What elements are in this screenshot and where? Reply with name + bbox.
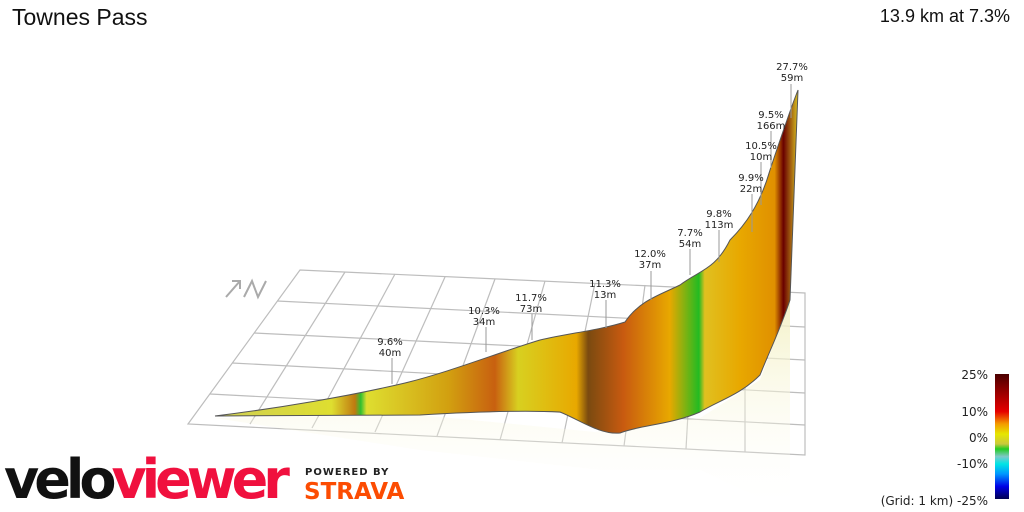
annotation-gradient: 11.7% (515, 293, 547, 304)
annotation-gradient: 9.8% (706, 209, 731, 220)
annotation-gradient: 9.9% (738, 173, 763, 184)
gradient-legend: 25% 10% 0% -10% (Grid: 1 km) -25% (881, 368, 1016, 512)
annotation-length: 10m (750, 152, 772, 163)
legend-tick-0: 0% (968, 431, 988, 445)
climb-summary: 13.9 km at 7.3% (879, 6, 1010, 26)
annotation-gradient: 27.7% (776, 62, 808, 73)
logo-velo: velo (4, 448, 116, 511)
annotation-length: 34m (473, 317, 495, 328)
profile-wall (214, 89, 799, 434)
annotation-gradient: 12.0% (634, 249, 666, 260)
profile-shadow (215, 300, 790, 512)
legend-tick-25: 25% (961, 368, 988, 382)
annotation-gradient: 11.3% (589, 279, 621, 290)
veloviewer-logo[interactable]: veloviewer (4, 448, 290, 511)
annotation-gradient: 9.6% (377, 337, 402, 348)
gradient-color-scale (995, 374, 1009, 499)
annotation-gradient: 9.5% (758, 110, 783, 121)
annotation-length: 13m (594, 290, 616, 301)
annotation-labels: 9.6% 40m 10.3% 34m 11.7% 73m 11.3% 13m 1… (377, 62, 808, 359)
legend-tick-10: 10% (961, 405, 988, 419)
annotation-length: 22m (740, 184, 762, 195)
legend-grid-note: (Grid: 1 km) -25% (880, 494, 988, 508)
annotation-length: 40m (379, 348, 401, 359)
annotation-gradient: 10.5% (745, 141, 777, 152)
logo-viewer: viewer (111, 448, 289, 511)
annotation-length: 113m (705, 220, 734, 231)
annotation-length: 166m (757, 121, 786, 132)
page-title: Townes Pass (12, 4, 148, 30)
annotation-length: 73m (520, 304, 542, 315)
annotation-length: 37m (639, 260, 661, 271)
annotation-gradient: 7.7% (677, 228, 702, 239)
annotation-gradient: 10.3% (468, 306, 500, 317)
strava-logo[interactable]: STRAVA (304, 479, 405, 505)
north-arrow-icon (225, 278, 267, 300)
annotation-length: 59m (781, 73, 803, 84)
powered-by-label: POWERED BY (305, 467, 390, 478)
annotation-leaders (391, 84, 792, 384)
legend-tick-minus10: -10% (956, 457, 988, 471)
annotation-length: 54m (679, 239, 701, 250)
